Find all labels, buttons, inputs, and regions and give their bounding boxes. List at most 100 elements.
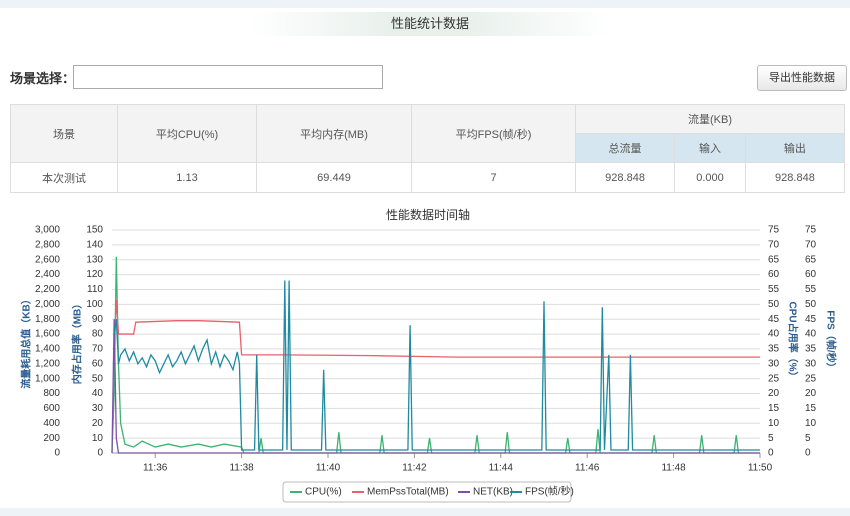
y-tick-label: 60 — [92, 358, 104, 369]
y-tick-label: 140 — [86, 240, 103, 251]
th: 平均FPS(帧/秒) — [411, 104, 576, 163]
cell: 928.848 — [574, 162, 676, 193]
cell: 1.13 — [117, 162, 257, 193]
legend-label: NET(KB) — [473, 487, 513, 498]
series-line — [113, 280, 760, 451]
y-tick-label: 15 — [768, 403, 780, 414]
y-tick-label: 1,400 — [35, 344, 60, 355]
y-tick-label: 75 — [768, 225, 780, 236]
y-tick-label: 3,000 — [35, 225, 60, 236]
y-tick-label: 40 — [768, 329, 780, 340]
y-tick-label: 30 — [768, 358, 780, 369]
chart-title: 性能数据时间轴 — [386, 207, 470, 222]
y-tick-label: 80 — [92, 329, 104, 340]
th: 总流量 — [574, 133, 676, 163]
y-tick-label: 20 — [805, 388, 817, 399]
y-tick-label: 65 — [768, 254, 780, 265]
page-title: 性能统计数据 — [250, 12, 610, 36]
y-tick-label: 2,600 — [35, 254, 60, 265]
y-tick-label: 110 — [87, 284, 103, 295]
cell: 7 — [411, 162, 576, 193]
legend-label: MemPssTotal(MB) — [367, 487, 449, 498]
y-tick-label: 2,800 — [35, 240, 60, 251]
y-tick-label: 5 — [768, 433, 774, 444]
y-tick-label: 70 — [805, 240, 817, 251]
chart: 性能数据时间轴 01020304050607080901001101201301… — [20, 207, 837, 503]
x-tick-label: 11:36 — [143, 463, 168, 474]
y-tick-label: 0 — [805, 448, 811, 459]
y-tick-label: 35 — [768, 344, 780, 355]
legend: CPU(%) MemPssTotal(MB) NET(KB) FPS(帧/秒) — [282, 481, 574, 503]
y-tick-label: 15 — [805, 403, 817, 414]
y-tick-label: 2,400 — [35, 269, 60, 280]
scene-label: 场景选择： — [10, 71, 76, 86]
y-tick-label: 10 — [768, 418, 780, 429]
y-tick-label: 20 — [768, 388, 780, 399]
y-tick-label: 40 — [92, 388, 104, 399]
legend-box — [282, 481, 572, 503]
y-tick-label: 75 — [805, 225, 817, 236]
th: 输入 — [674, 133, 746, 163]
y-tick-label: 30 — [92, 403, 104, 414]
y-tick-label: 30 — [805, 358, 817, 369]
export-button[interactable]: 导出性能数据 — [757, 65, 847, 91]
y-tick-label: 10 — [805, 418, 817, 429]
y-tick-label: 70 — [768, 240, 780, 251]
th: 平均CPU(%) — [117, 104, 257, 163]
x-tick-label: 11:40 — [316, 463, 341, 474]
y-tick-label: 20 — [92, 418, 104, 429]
y-tick-label: 600 — [43, 403, 60, 414]
cell: 928.848 — [744, 162, 846, 193]
y-tick-label: 0 — [97, 448, 103, 459]
y-tick-label: 1,600 — [35, 329, 60, 340]
y-tick-label: 1,800 — [35, 314, 60, 325]
y-tick-label: 40 — [805, 329, 817, 340]
y-tick-label: 0 — [768, 448, 774, 459]
x-tick-label: 11:42 — [402, 463, 427, 474]
y-tick-label: 5 — [805, 433, 811, 444]
scene-input[interactable] — [73, 65, 383, 89]
y-tick-label: 200 — [43, 433, 60, 444]
y-tick-label: 50 — [768, 299, 780, 310]
y-tick-label: 55 — [805, 284, 817, 295]
y-tick-label: 45 — [768, 314, 780, 325]
th: 平均内存(MB) — [256, 104, 412, 163]
series-line — [113, 299, 760, 358]
stats-table: 场景 平均CPU(%) 平均内存(MB) 平均FPS(帧/秒) 流量(KB) 总… — [10, 104, 846, 193]
axis-title: CPU占用率（%） — [786, 301, 799, 381]
th: 流量(KB) — [575, 104, 845, 134]
y-tick-label: 65 — [805, 254, 817, 265]
cell: 69.449 — [256, 162, 412, 193]
axis-title: FPS（帧/秒） — [824, 310, 837, 372]
y-tick-label: 800 — [43, 388, 60, 399]
page: 性能统计数据 场景选择： 导出性能数据 场景 平均CPU(%) 平均内存(MB)… — [0, 8, 850, 508]
cell: 0.000 — [674, 162, 746, 193]
series-line — [111, 319, 760, 454]
y-tick-label: 2,000 — [35, 299, 60, 310]
y-tick-label: 25 — [768, 373, 780, 384]
y-tick-label: 2,200 — [35, 284, 60, 295]
y-tick-label: 55 — [768, 284, 780, 295]
th: 输出 — [744, 133, 846, 163]
legend-label: CPU(%) — [305, 487, 342, 498]
cell: 本次测试 — [10, 162, 118, 193]
x-tick-label: 11:44 — [489, 463, 514, 474]
y-tick-label: 100 — [86, 299, 103, 310]
y-tick-label: 60 — [805, 269, 817, 280]
y-tick-label: 50 — [92, 373, 104, 384]
x-tick-label: 11:46 — [575, 463, 600, 474]
y-tick-label: 130 — [86, 254, 103, 265]
y-tick-label: 70 — [92, 344, 104, 355]
y-tick-label: 400 — [43, 418, 60, 429]
y-tick-label: 0 — [54, 448, 60, 459]
y-tick-label: 45 — [805, 314, 817, 325]
x-tick-label: 11:50 — [748, 463, 773, 474]
x-tick-label: 11:48 — [661, 463, 686, 474]
axis-title: 流量耗用总值（KB） — [20, 294, 33, 388]
y-tick-label: 35 — [805, 344, 817, 355]
y-tick-label: 50 — [805, 299, 817, 310]
y-tick-label: 150 — [86, 225, 103, 236]
y-tick-label: 90 — [92, 314, 104, 325]
y-tick-label: 60 — [768, 269, 780, 280]
y-tick-label: 1,000 — [35, 373, 60, 384]
